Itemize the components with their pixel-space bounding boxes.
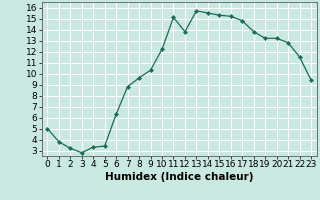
X-axis label: Humidex (Indice chaleur): Humidex (Indice chaleur)	[105, 172, 253, 182]
